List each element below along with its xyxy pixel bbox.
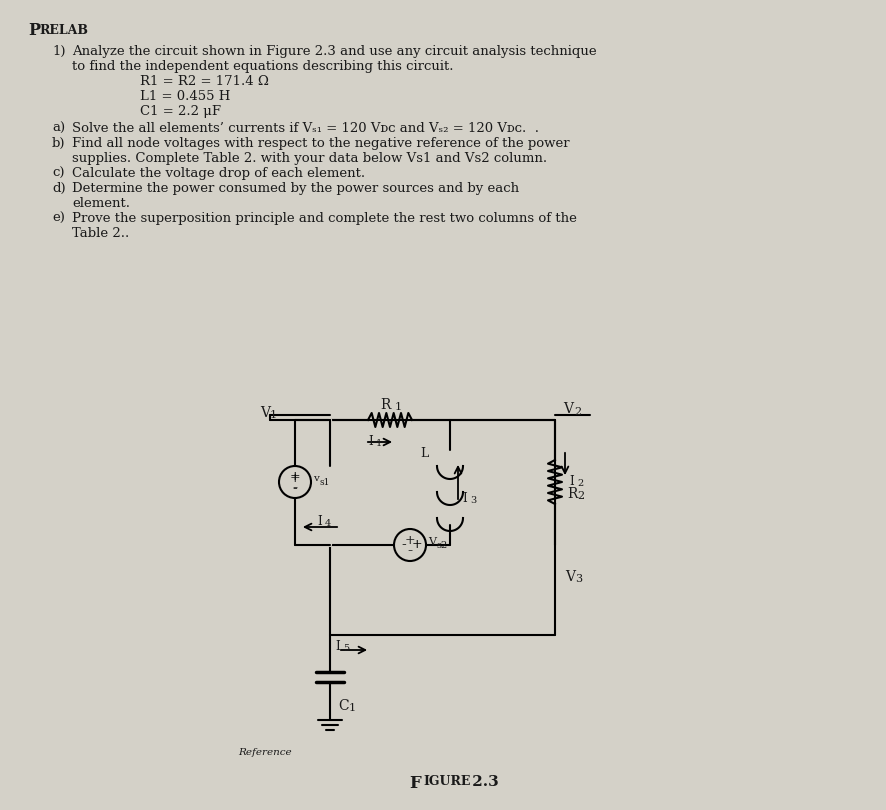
Text: V: V bbox=[565, 570, 575, 584]
Text: 1: 1 bbox=[349, 703, 356, 713]
Text: Reference: Reference bbox=[238, 748, 291, 757]
Text: d): d) bbox=[52, 182, 66, 195]
Text: 2: 2 bbox=[577, 479, 583, 488]
Text: 3: 3 bbox=[575, 574, 582, 584]
Text: -: - bbox=[292, 482, 298, 496]
Text: V: V bbox=[563, 402, 573, 416]
Text: 1: 1 bbox=[270, 410, 277, 420]
Text: I: I bbox=[569, 475, 574, 488]
Text: I: I bbox=[462, 492, 467, 505]
Text: c): c) bbox=[52, 167, 65, 180]
Text: RELAB: RELAB bbox=[39, 24, 88, 37]
Text: 1: 1 bbox=[395, 402, 402, 412]
Text: 5: 5 bbox=[343, 644, 349, 653]
Text: +: + bbox=[290, 470, 300, 483]
Text: C1 = 2.2 μF: C1 = 2.2 μF bbox=[140, 105, 221, 118]
Text: +: + bbox=[405, 535, 416, 548]
Text: 3: 3 bbox=[470, 496, 477, 505]
Text: Prove the superposition principle and complete the rest two columns of the: Prove the superposition principle and co… bbox=[72, 212, 577, 225]
Text: I: I bbox=[335, 640, 339, 653]
Text: 1: 1 bbox=[376, 439, 382, 448]
Text: supplies. Complete Table 2. with your data below Vs1 and Vs2 column.: supplies. Complete Table 2. with your da… bbox=[72, 152, 548, 165]
Text: a): a) bbox=[52, 122, 66, 135]
Text: 2: 2 bbox=[577, 491, 584, 501]
Text: to find the independent equations describing this circuit.: to find the independent equations descri… bbox=[72, 60, 454, 73]
Text: 2.3: 2.3 bbox=[467, 775, 499, 789]
Text: -: - bbox=[401, 538, 407, 552]
Text: IGURE: IGURE bbox=[423, 775, 470, 788]
Text: C: C bbox=[338, 699, 348, 713]
Text: v: v bbox=[313, 474, 319, 483]
Text: Analyze the circuit shown in Figure 2.3 and use any circuit analysis technique: Analyze the circuit shown in Figure 2.3 … bbox=[72, 45, 596, 58]
Text: R: R bbox=[380, 398, 390, 412]
Text: F: F bbox=[409, 775, 421, 792]
Text: +: + bbox=[290, 471, 300, 484]
Text: V: V bbox=[428, 537, 436, 547]
Text: +: + bbox=[412, 539, 423, 552]
Text: e): e) bbox=[52, 212, 65, 225]
Text: R1 = R2 = 171.4 Ω: R1 = R2 = 171.4 Ω bbox=[140, 75, 268, 88]
Text: 1): 1) bbox=[52, 45, 66, 58]
Text: L1 = 0.455 H: L1 = 0.455 H bbox=[140, 90, 230, 103]
Text: -: - bbox=[292, 481, 298, 495]
Text: L: L bbox=[420, 447, 428, 460]
Text: P: P bbox=[28, 22, 40, 39]
Text: -: - bbox=[408, 544, 413, 558]
Text: s2: s2 bbox=[437, 541, 448, 550]
Text: element.: element. bbox=[72, 197, 130, 210]
Text: Table 2..: Table 2.. bbox=[72, 227, 129, 240]
Text: 4: 4 bbox=[325, 519, 331, 528]
Text: R: R bbox=[567, 487, 578, 501]
Text: Find all node voltages with respect to the negative reference of the power: Find all node voltages with respect to t… bbox=[72, 137, 570, 150]
Text: s1: s1 bbox=[320, 478, 330, 487]
Text: Calculate the voltage drop of each element.: Calculate the voltage drop of each eleme… bbox=[72, 167, 365, 180]
Text: I: I bbox=[368, 435, 373, 448]
Text: b): b) bbox=[52, 137, 66, 150]
Text: I: I bbox=[317, 515, 322, 528]
Text: V: V bbox=[260, 406, 270, 420]
Text: 2: 2 bbox=[574, 407, 581, 417]
Text: Determine the power consumed by the power sources and by each: Determine the power consumed by the powe… bbox=[72, 182, 519, 195]
Text: Solve the all elements’ currents if Vₛ₁ = 120 Vᴅᴄ and Vₛ₂ = 120 Vᴅᴄ.  .: Solve the all elements’ currents if Vₛ₁ … bbox=[72, 122, 539, 135]
